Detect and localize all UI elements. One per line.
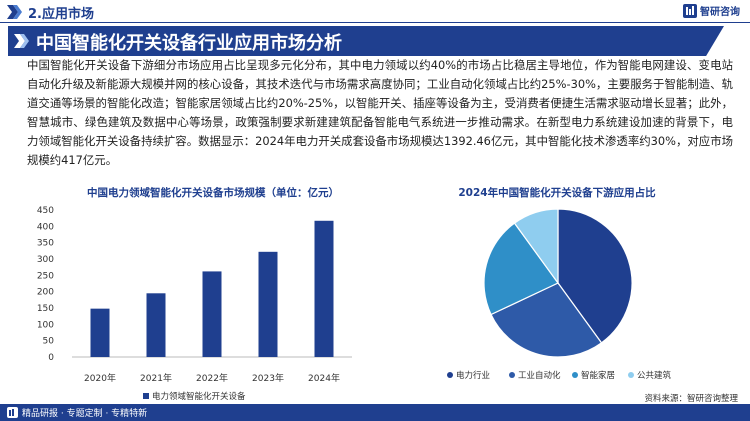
page-title: 中国智能化开关设备行业应用市场分析: [36, 33, 342, 54]
y-tick-label: 400: [37, 222, 54, 232]
pie-slice-3: [483, 222, 559, 316]
y-tick-label: 250: [37, 271, 54, 281]
top-header: 2.应用市场 智研咨询: [0, 0, 750, 24]
y-tick-label: 50: [43, 337, 55, 347]
brand-logo-icon: [7, 407, 18, 418]
pie-slice-1: [557, 208, 633, 344]
x-tick-label: 2024年: [308, 372, 340, 384]
bar-1: [90, 308, 110, 357]
brand-logo: 智研咨询: [683, 3, 740, 18]
section-label: 2.应用市场: [28, 7, 94, 22]
pie-legend-label: 电力行业: [456, 370, 490, 381]
footer-tagline: 精品研报 · 专题定制 · 专精特新: [22, 409, 148, 419]
pie-legend-label: 公共建筑: [637, 370, 672, 381]
x-tick-label: 2023年: [252, 372, 284, 384]
pie-legend-label: 智能家居: [581, 370, 615, 381]
double-chevron-icon: [7, 5, 22, 19]
bar-5: [314, 220, 334, 357]
y-tick-label: 300: [37, 255, 54, 265]
bar-4: [258, 251, 278, 357]
bar-legend-swatch: [143, 393, 149, 399]
y-tick-label: 200: [37, 288, 54, 298]
pie-chart-title: 2024年中国智能化开关设备下游应用占比: [458, 186, 656, 199]
title-banner: [8, 26, 724, 56]
bar-legend-label: 电力领域智能化开关设备: [152, 391, 246, 402]
y-tick-label: 100: [37, 320, 54, 330]
x-tick-label: 2020年: [84, 372, 116, 384]
pie-legend-label: 工业自动化: [518, 370, 561, 381]
x-tick-label: 2021年: [140, 372, 172, 384]
pie-legend-swatch: [628, 372, 634, 378]
source-note: 资料来源：智研咨询整理: [644, 394, 738, 404]
y-tick-label: 150: [37, 304, 54, 314]
double-chevron-icon: [14, 34, 29, 48]
bar-3: [202, 271, 222, 357]
pie-legend-swatch: [572, 372, 578, 378]
footer-bar: [0, 404, 750, 421]
x-tick-label: 2022年: [196, 372, 228, 384]
y-tick-label: 450: [37, 206, 54, 216]
pie-legend-swatch: [509, 372, 515, 378]
y-tick-label: 350: [37, 239, 54, 249]
pie-slice-2: [490, 282, 603, 358]
brand-logo-icon: [683, 3, 697, 18]
bar-chart-title: 中国电力领域智能化开关设备市场规模（单位：亿元）: [87, 186, 339, 199]
pie-legend-swatch: [447, 372, 453, 378]
y-tick-label: 0: [48, 353, 54, 363]
header-divider: [0, 22, 750, 23]
bar-2: [146, 293, 166, 357]
body-paragraph: 中国智能化开关设备下游细分市场应用占比呈现多元化分布，其中电力领域以约40%的市…: [27, 58, 733, 167]
brand-name: 智研咨询: [700, 7, 740, 18]
pie-slice-4: [513, 208, 559, 285]
